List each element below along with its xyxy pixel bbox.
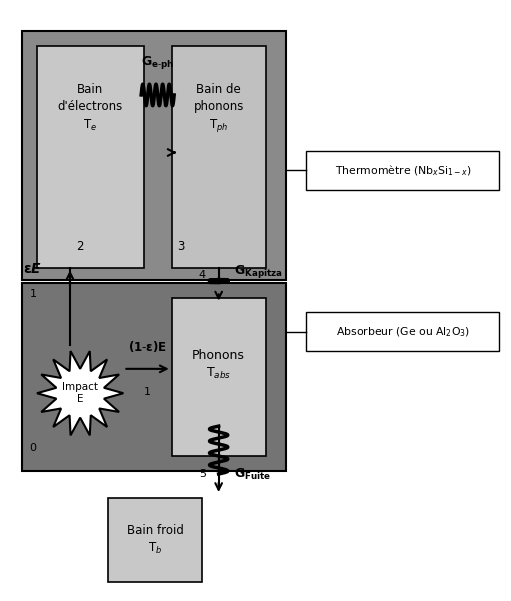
Text: Impact
E: Impact E: [62, 382, 98, 404]
Text: 1: 1: [144, 387, 151, 397]
Text: $\mathbf{G_{Kapitza}}$: $\mathbf{G_{Kapitza}}$: [234, 263, 283, 279]
Text: Bain de
phonons
T$_{ph}$: Bain de phonons T$_{ph}$: [194, 82, 244, 134]
Bar: [108, 498, 202, 582]
Text: $\mathbf{G_{e\text{-}ph}}$: $\mathbf{G_{e\text{-}ph}}$: [141, 54, 174, 71]
Bar: [306, 313, 499, 352]
Bar: [306, 151, 499, 190]
Bar: [22, 282, 286, 471]
Text: Bain
d'électrons
T$_e$: Bain d'électrons T$_e$: [58, 84, 123, 133]
Text: 1: 1: [29, 288, 36, 299]
Polygon shape: [37, 351, 123, 435]
Text: Thermomètre (Nb$_x$Si$_{1-x}$): Thermomètre (Nb$_x$Si$_{1-x}$): [335, 163, 471, 178]
Text: $\mathbf{(1\text{-}\varepsilon)E}$: $\mathbf{(1\text{-}\varepsilon)E}$: [128, 339, 167, 354]
Text: $\mathbf{G_{Fuite}}$: $\mathbf{G_{Fuite}}$: [234, 466, 271, 481]
Bar: [37, 46, 144, 267]
Text: 5: 5: [199, 469, 206, 479]
Bar: [22, 31, 286, 279]
Text: Absorbeur (Ge ou Al$_2$O$_3$): Absorbeur (Ge ou Al$_2$O$_3$): [336, 325, 470, 339]
Text: Bain froid
T$_b$: Bain froid T$_b$: [127, 523, 183, 556]
Text: $\boldsymbol{\varepsilon E}$: $\boldsymbol{\varepsilon E}$: [22, 262, 42, 276]
Bar: [172, 297, 266, 456]
Text: Phonons
T$_{abs}$: Phonons T$_{abs}$: [192, 349, 245, 381]
Text: 2: 2: [77, 240, 84, 252]
Text: 0: 0: [29, 443, 36, 453]
Text: 4: 4: [199, 270, 206, 279]
Bar: [172, 46, 266, 267]
Text: 3: 3: [177, 240, 184, 252]
